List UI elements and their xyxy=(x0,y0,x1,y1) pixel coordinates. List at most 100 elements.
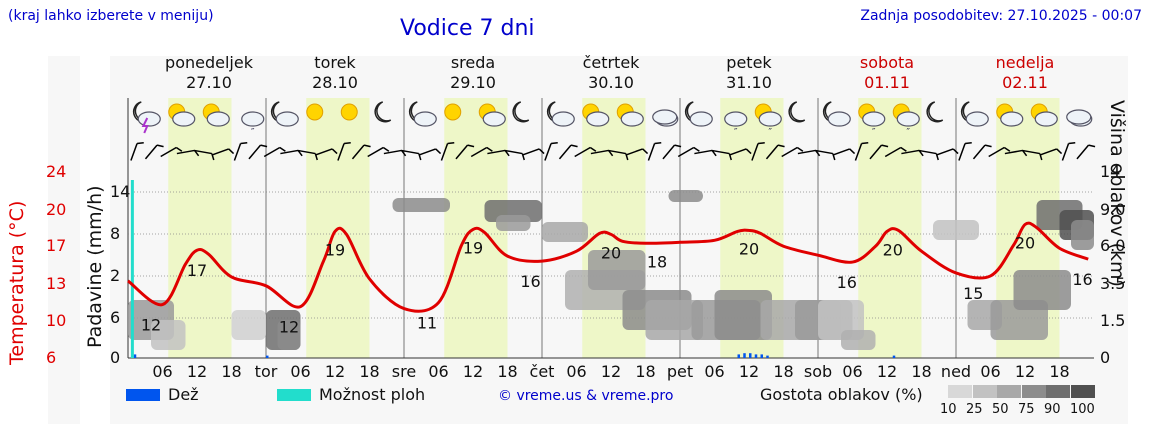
moon-cloud-icon xyxy=(684,101,713,127)
hour-tick-label: 12 xyxy=(739,362,759,381)
wind-barb xyxy=(781,146,804,158)
cloud-density-blob xyxy=(933,220,979,240)
sun-cloud-icon xyxy=(478,103,506,127)
temperature-tick-label: 6 xyxy=(46,348,57,367)
wind-barb xyxy=(869,144,889,160)
day-name: četrtek xyxy=(582,53,640,72)
wind-barb xyxy=(936,148,959,156)
wind-barb xyxy=(160,146,183,158)
hour-tick-label: 06 xyxy=(980,362,1000,381)
moon-cloud-icon xyxy=(270,101,299,127)
day-name: sreda xyxy=(450,53,496,72)
sun-cloud-drizzle-icon: ″ xyxy=(892,103,920,138)
sun-icon xyxy=(340,103,358,121)
wind-barb xyxy=(544,142,558,161)
wind-barb xyxy=(144,144,164,160)
svg-text:″: ″ xyxy=(872,127,876,138)
day-name: petek xyxy=(726,53,772,72)
day-date: 28.10 xyxy=(312,73,358,92)
cloud-height-tick-label: 0 xyxy=(1100,348,1111,367)
sun-cloud-icon xyxy=(1030,103,1058,127)
temperature-data-label: 20 xyxy=(883,240,903,259)
hour-tick-label: 12 xyxy=(877,362,897,381)
moon-cloud-icon xyxy=(408,101,437,127)
day-name: nedelja xyxy=(995,53,1055,72)
sun-icon xyxy=(306,103,324,121)
cloud-density-swatch xyxy=(948,385,972,398)
temperature-data-label: 12 xyxy=(141,316,161,335)
cloud-density-blob xyxy=(231,310,266,340)
wind-barb xyxy=(854,142,869,161)
day-date: 29.10 xyxy=(450,73,496,92)
wind-barb xyxy=(315,148,338,156)
hour-tick-label: 18 xyxy=(773,362,793,381)
hour-tick-label: 18 xyxy=(635,362,655,381)
clouds-icon xyxy=(652,109,679,127)
wind-barb xyxy=(765,144,785,160)
day-date: 31.10 xyxy=(726,73,772,92)
copyright-link[interactable]: © vreme.us & vreme.pro xyxy=(498,388,674,404)
day-date: 30.10 xyxy=(588,73,634,92)
wind-barb xyxy=(233,142,248,161)
page-title: Vodice 7 dni xyxy=(400,16,535,41)
day-short-label: čet xyxy=(530,362,555,381)
hour-tick-label: 12 xyxy=(1015,362,1035,381)
temperature-tick-label: 13 xyxy=(46,274,67,293)
rain-bar xyxy=(743,353,746,358)
sun-cloud-icon xyxy=(202,103,230,127)
hour-tick-label: 12 xyxy=(463,362,483,381)
sun-cloud-drizzle-icon: ″ xyxy=(858,103,886,138)
rain-bar xyxy=(133,354,137,358)
wind-barb xyxy=(263,146,286,158)
moon-cloud-icon xyxy=(546,101,575,127)
wind-barb xyxy=(211,148,235,156)
moon-icon xyxy=(926,101,944,123)
moon-cloud-lightning-icon xyxy=(132,101,161,134)
sun-cloud-icon xyxy=(582,103,610,127)
cloud-density-scale-label: 10 xyxy=(940,402,957,417)
rain-bar xyxy=(737,354,740,358)
sun-cloud-icon xyxy=(996,103,1024,127)
wind-barb xyxy=(884,146,907,158)
storm-legend-swatch xyxy=(277,389,311,401)
day-name: torek xyxy=(314,53,356,72)
storm-legend-label: Možnost ploh xyxy=(319,385,426,404)
hour-tick-label: 06 xyxy=(152,362,172,381)
day-short-label: ned xyxy=(941,362,971,381)
wind-barb xyxy=(558,144,578,160)
day-name: ponedeljek xyxy=(165,53,253,72)
temperature-data-label: 16 xyxy=(520,272,540,291)
rain-bar xyxy=(760,354,763,358)
temperature-data-label: 17 xyxy=(187,261,207,280)
wind-barb xyxy=(832,148,856,156)
wind-barb xyxy=(1039,148,1063,156)
storm-chance-bar xyxy=(130,180,134,358)
clouds-icon xyxy=(1066,109,1093,127)
temperature-line xyxy=(127,221,1089,313)
svg-text:″: ″ xyxy=(734,127,738,138)
precipitation-tick-label: 8 xyxy=(110,224,121,243)
precipitation-tick-label: 0 xyxy=(110,348,121,367)
precipitation-tick-label: 14 xyxy=(110,182,131,201)
rain-bar xyxy=(892,355,896,358)
cloud-density-scale-label: 75 xyxy=(1018,402,1035,417)
moon-cloud-icon xyxy=(822,101,851,127)
day-short-label: pet xyxy=(667,362,693,381)
hour-tick-label: 18 xyxy=(911,362,931,381)
wind-barb xyxy=(248,144,268,160)
svg-text:″: ″ xyxy=(768,127,772,138)
hour-tick-label: 12 xyxy=(187,362,207,381)
rain-bar xyxy=(749,353,752,358)
wind-barb xyxy=(647,142,662,161)
cloud-height-tick-label: 3.5 xyxy=(1100,274,1126,293)
wind-barb xyxy=(972,144,992,160)
temperature-data-label: 19 xyxy=(325,240,345,259)
day-name: sobota xyxy=(859,53,915,72)
wind-barb xyxy=(470,146,493,158)
rain-legend-swatch xyxy=(126,389,160,401)
sun-cloud-icon xyxy=(616,103,644,127)
wind-barb xyxy=(522,148,545,156)
wind-barb xyxy=(337,142,351,161)
cloud-density-swatch xyxy=(1070,385,1095,398)
cloud-density-scale-label: 90 xyxy=(1044,402,1061,417)
